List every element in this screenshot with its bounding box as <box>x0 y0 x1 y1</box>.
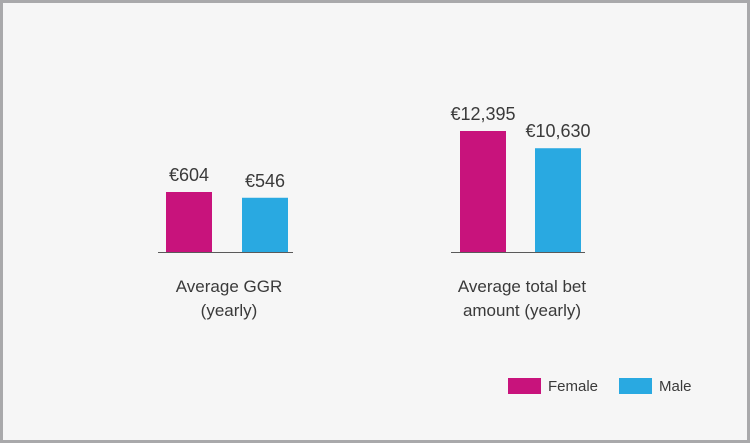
legend: Female Male <box>508 378 692 395</box>
legend-label: Female <box>548 378 598 395</box>
bar-female <box>460 131 506 252</box>
chart-panel-2: €12,395 €10,630 Average total bet amount (y… <box>450 104 590 320</box>
bar-male <box>242 197 288 252</box>
data-label-male: €546 <box>245 171 285 191</box>
legend-swatch <box>619 378 652 394</box>
category-label-line-2: (yearly) <box>201 301 258 320</box>
category-label-line-1: Average GGR <box>176 277 282 296</box>
chart-panel-1: €604 €546 Average GGR (yearly) <box>158 165 293 320</box>
legend-item-male: Male <box>619 378 692 395</box>
data-label-female: €12,395 <box>450 104 515 124</box>
bar-male <box>535 148 581 252</box>
category-label-line-1: Average total bet <box>458 277 586 296</box>
legend-label: Male <box>659 378 692 395</box>
data-label-female: €604 <box>169 165 209 185</box>
bar-female <box>166 192 212 252</box>
category-label-line-2: amount (yearly) <box>463 301 581 320</box>
legend-item-female: Female <box>508 378 598 395</box>
legend-swatch <box>508 378 541 394</box>
data-label-male: €10,630 <box>525 121 590 141</box>
